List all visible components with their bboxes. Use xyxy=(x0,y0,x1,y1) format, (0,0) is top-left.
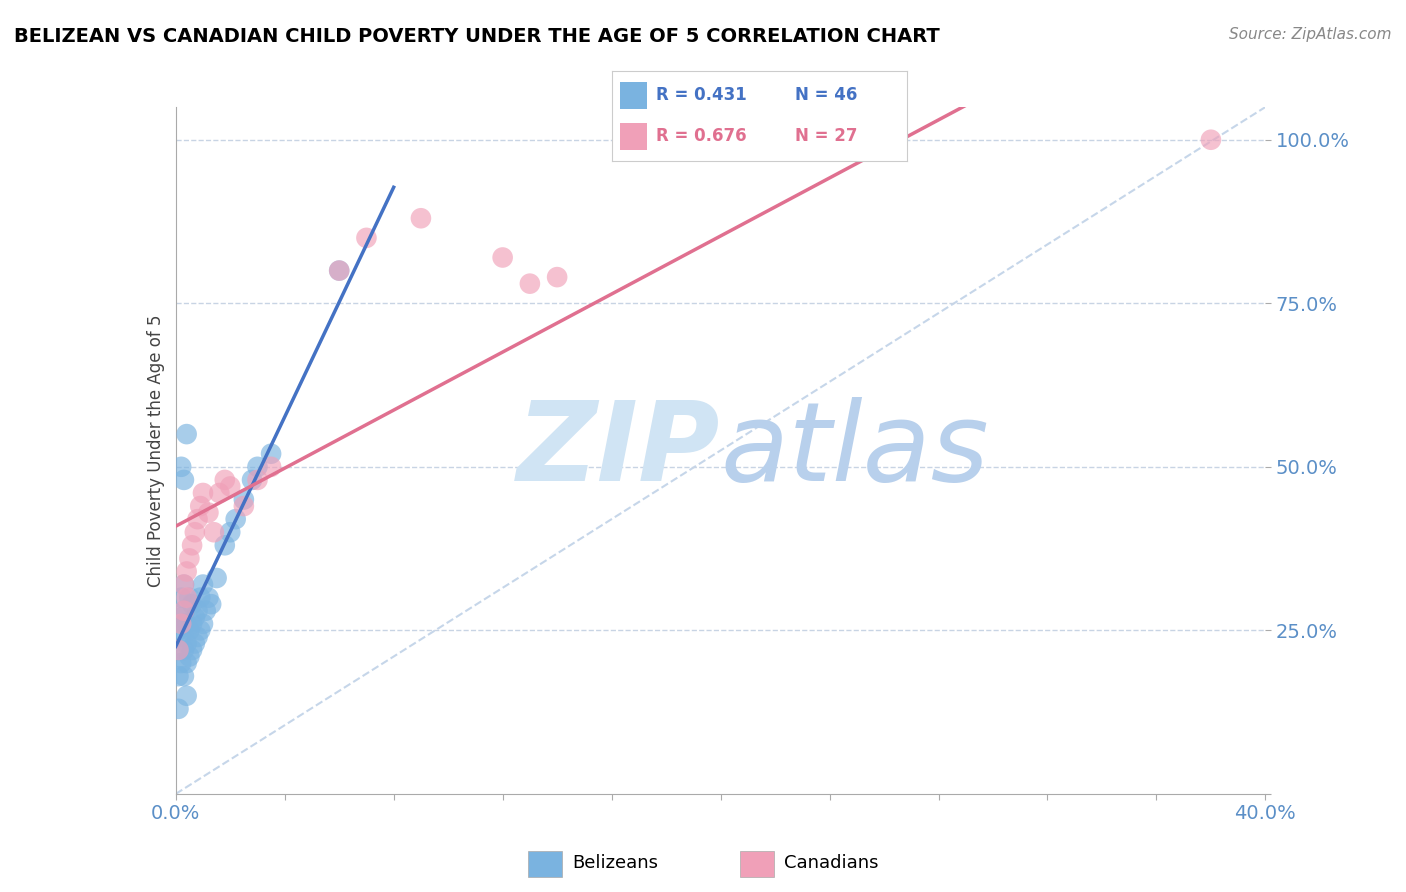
Point xyxy=(173,577,195,591)
Point xyxy=(519,277,541,291)
Y-axis label: Child Poverty Under the Age of 5: Child Poverty Under the Age of 5 xyxy=(146,314,165,587)
Point xyxy=(246,473,269,487)
Point xyxy=(173,604,195,618)
Text: Canadians: Canadians xyxy=(785,854,879,872)
Point xyxy=(176,636,198,650)
Point xyxy=(167,624,190,638)
Text: ZIP: ZIP xyxy=(517,397,721,504)
Point xyxy=(492,251,515,265)
Text: Source: ZipAtlas.com: Source: ZipAtlas.com xyxy=(1229,27,1392,42)
Point xyxy=(167,669,190,683)
Point xyxy=(225,512,247,526)
Point xyxy=(200,597,222,611)
Point xyxy=(167,643,190,657)
Point xyxy=(176,427,198,442)
Point xyxy=(214,473,236,487)
Point xyxy=(240,473,263,487)
Point xyxy=(191,486,214,500)
Bar xyxy=(740,851,775,877)
Point xyxy=(188,624,211,638)
Bar xyxy=(620,123,647,150)
Point xyxy=(186,630,209,644)
Point xyxy=(328,263,350,277)
Point xyxy=(181,597,204,611)
Point xyxy=(173,473,195,487)
Text: R = 0.676: R = 0.676 xyxy=(655,128,747,145)
Point xyxy=(176,565,198,579)
Point xyxy=(170,591,193,605)
Point xyxy=(1199,133,1222,147)
Point xyxy=(194,604,217,618)
Point xyxy=(176,591,198,605)
Point xyxy=(179,551,201,566)
Point xyxy=(173,577,195,591)
Point xyxy=(219,525,242,540)
Point xyxy=(188,499,211,513)
Point xyxy=(173,643,195,657)
Point xyxy=(179,591,201,605)
Point xyxy=(208,486,231,500)
Point xyxy=(328,263,350,277)
Point xyxy=(184,610,207,624)
Point xyxy=(409,211,432,226)
Point xyxy=(173,604,195,618)
Point xyxy=(181,643,204,657)
Point xyxy=(170,610,193,624)
Text: R = 0.431: R = 0.431 xyxy=(655,87,747,104)
Point xyxy=(232,499,254,513)
Point xyxy=(260,459,283,474)
Point xyxy=(173,616,195,631)
Point xyxy=(186,604,209,618)
Point xyxy=(170,630,193,644)
Point xyxy=(184,525,207,540)
Point xyxy=(260,447,283,461)
Point xyxy=(167,643,190,657)
Point xyxy=(197,591,219,605)
Point xyxy=(214,538,236,552)
Bar xyxy=(620,82,647,109)
Point xyxy=(170,459,193,474)
Point xyxy=(232,492,254,507)
Point xyxy=(176,616,198,631)
Point xyxy=(205,571,228,585)
Point xyxy=(170,616,193,631)
Point xyxy=(167,702,190,716)
Point xyxy=(219,479,242,493)
Point xyxy=(179,649,201,664)
Point xyxy=(191,577,214,591)
Point xyxy=(246,459,269,474)
Bar xyxy=(529,851,562,877)
Text: atlas: atlas xyxy=(721,397,990,504)
Point xyxy=(184,636,207,650)
Point xyxy=(179,624,201,638)
Point xyxy=(170,656,193,670)
Text: Belizeans: Belizeans xyxy=(572,854,658,872)
Point xyxy=(176,656,198,670)
Text: BELIZEAN VS CANADIAN CHILD POVERTY UNDER THE AGE OF 5 CORRELATION CHART: BELIZEAN VS CANADIAN CHILD POVERTY UNDER… xyxy=(14,27,939,45)
Text: N = 27: N = 27 xyxy=(794,128,858,145)
Point xyxy=(176,689,198,703)
Point xyxy=(191,616,214,631)
Point xyxy=(188,591,211,605)
Point xyxy=(181,616,204,631)
Point xyxy=(173,669,195,683)
Point xyxy=(356,231,378,245)
Point xyxy=(197,506,219,520)
Point xyxy=(181,538,204,552)
Text: N = 46: N = 46 xyxy=(794,87,858,104)
Point xyxy=(546,270,568,285)
Point xyxy=(186,512,209,526)
Point xyxy=(202,525,225,540)
